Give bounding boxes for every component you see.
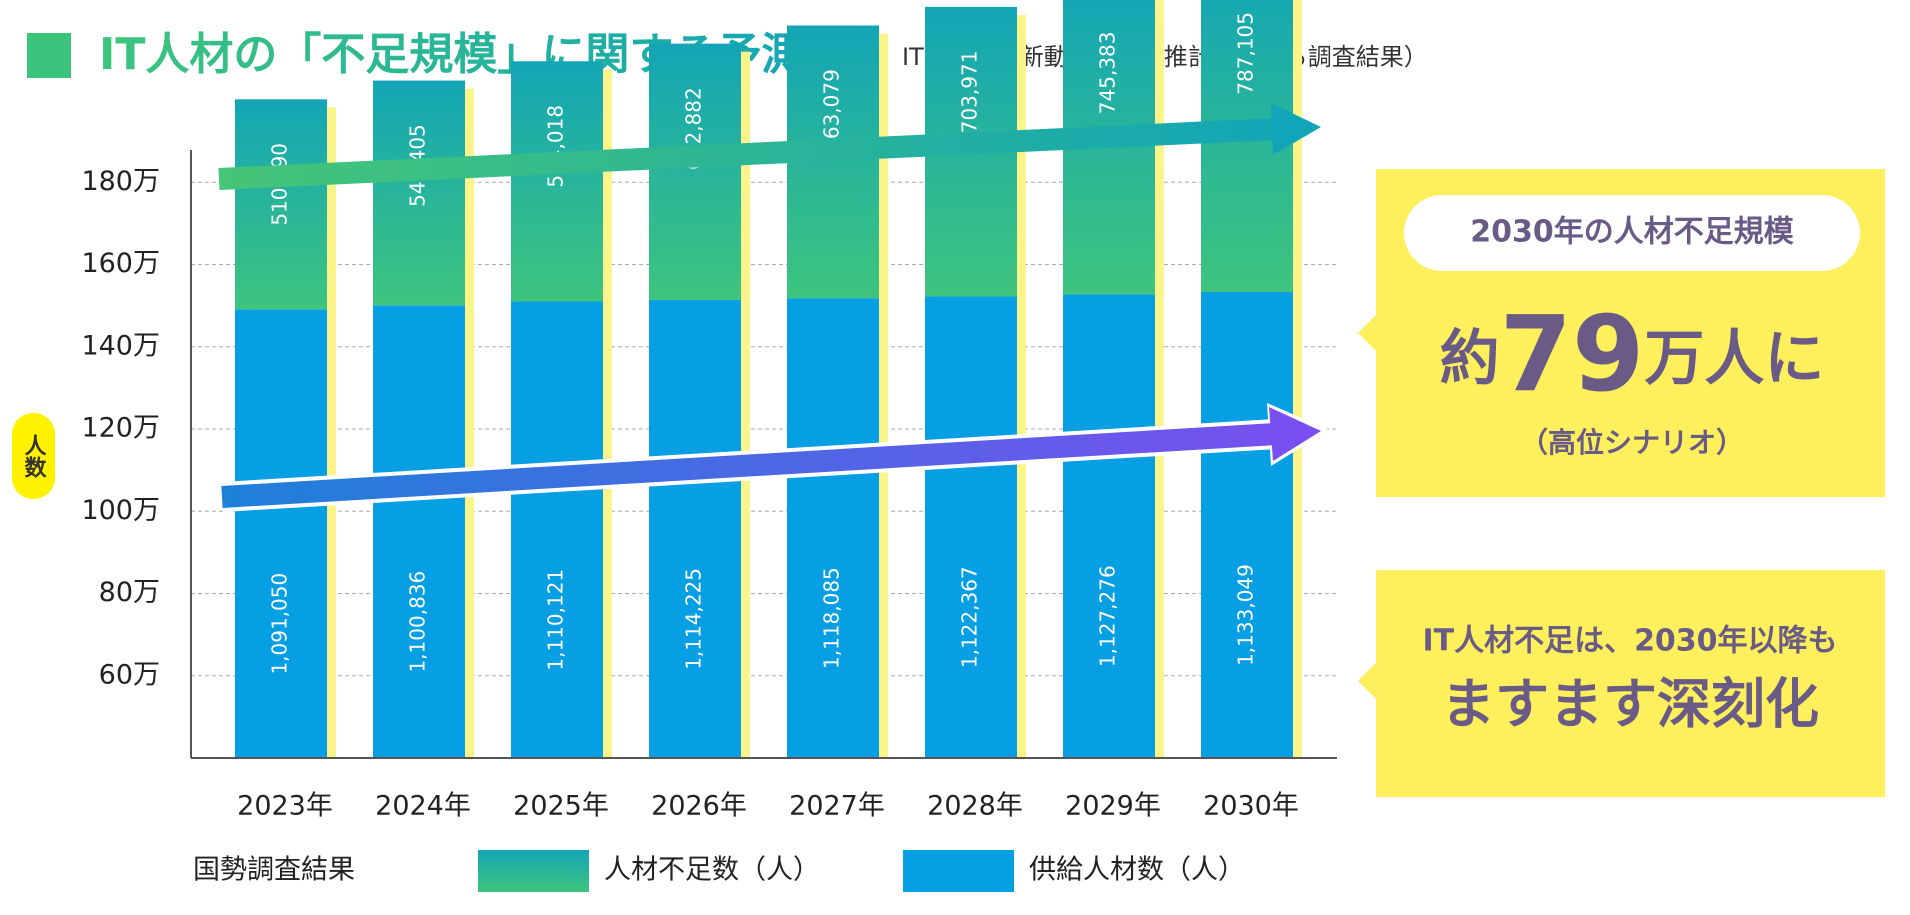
y-tick-label: 160万	[81, 248, 160, 279]
bar-segment	[235, 99, 327, 310]
callout-note: （高位シナリオ）	[1520, 426, 1744, 459]
value-label: 1,110,121	[544, 569, 568, 671]
bar-segment	[649, 299, 741, 758]
callout-outlook-emphasis: ますます深刻化	[1441, 673, 1819, 736]
callout-prefix: 約	[1440, 324, 1500, 394]
x-tick-label: 2030年	[1203, 791, 1299, 822]
legend-note: 国勢調査結果	[193, 855, 355, 886]
value-label: 1,118,085	[820, 567, 844, 669]
callout-box	[1376, 570, 1885, 797]
value-label: 1,091,050	[268, 573, 292, 675]
value-label: 584,018	[544, 105, 568, 188]
callout-heading: 2030年の人材不足規模	[1470, 215, 1794, 250]
bar-segment	[511, 61, 603, 302]
trend-arrow-head	[1269, 407, 1321, 461]
trend-arrow-head	[1271, 103, 1321, 155]
y-tick-label: 100万	[81, 495, 160, 526]
trend-arrow	[218, 118, 1277, 190]
value-label: 663,079	[820, 69, 844, 152]
y-tick-label: 80万	[99, 577, 160, 608]
y-tick-label: 180万	[81, 166, 160, 197]
x-tick-label: 2029年	[1065, 791, 1161, 822]
x-tick-label: 2024年	[375, 791, 471, 822]
callout-number: 79	[1500, 293, 1645, 415]
legend-swatch	[478, 850, 589, 892]
value-label: 1,127,276	[1096, 565, 1120, 667]
value-label: 703,971	[958, 51, 982, 134]
y-tick-label: 140万	[81, 330, 160, 361]
value-label: 1,133,049	[1234, 564, 1258, 666]
x-tick-label: 2025年	[513, 791, 609, 822]
x-tick-label: 2027年	[789, 791, 885, 822]
y-label-pill	[12, 413, 55, 499]
legend-label: 人材不足数（人）	[604, 855, 820, 886]
bar-segment	[511, 301, 603, 758]
bar-segment	[373, 80, 465, 306]
bar-segment	[235, 309, 327, 758]
bar-segment	[1063, 294, 1155, 758]
x-tick-label: 2023年	[237, 791, 333, 822]
x-tick-label: 2028年	[927, 791, 1023, 822]
callout-pointer	[1358, 663, 1376, 699]
callout-pointer	[1358, 315, 1376, 351]
y-tick-label: 120万	[81, 413, 160, 444]
x-tick-label: 2026年	[651, 791, 747, 822]
callout-suffix: 万人に	[1644, 324, 1824, 394]
y-tick-label: 60万	[99, 659, 160, 690]
value-label: 1,114,225	[682, 568, 706, 670]
value-label: 745,383	[1096, 32, 1120, 115]
callout-pill	[1404, 195, 1860, 271]
callout-figure: 約79万人に	[1440, 293, 1825, 415]
callout-outlook: IT人材不足は、2030年以降も	[1422, 624, 1837, 659]
bar-segment	[925, 296, 1017, 758]
bar-segment	[1201, 292, 1293, 758]
bars: 2023年1,091,050510,5902024年1,100,836546,4…	[235, 0, 1302, 822]
value-label: 1,100,836	[406, 571, 430, 673]
value-label: 787,105	[1234, 12, 1258, 95]
legend: 国勢調査結果 人材不足数（人） 供給人材数（人）	[193, 850, 1245, 892]
bar-segment	[649, 43, 741, 300]
legend-label: 供給人材数（人）	[1029, 855, 1245, 886]
trend-arrow	[221, 423, 1277, 508]
y-axis-label: 人数	[21, 434, 47, 479]
legend-swatch	[903, 850, 1014, 892]
bar-segment	[787, 298, 879, 758]
value-label: 1,122,367	[958, 566, 982, 668]
title-marker	[27, 33, 71, 78]
bar-segment	[373, 305, 465, 758]
